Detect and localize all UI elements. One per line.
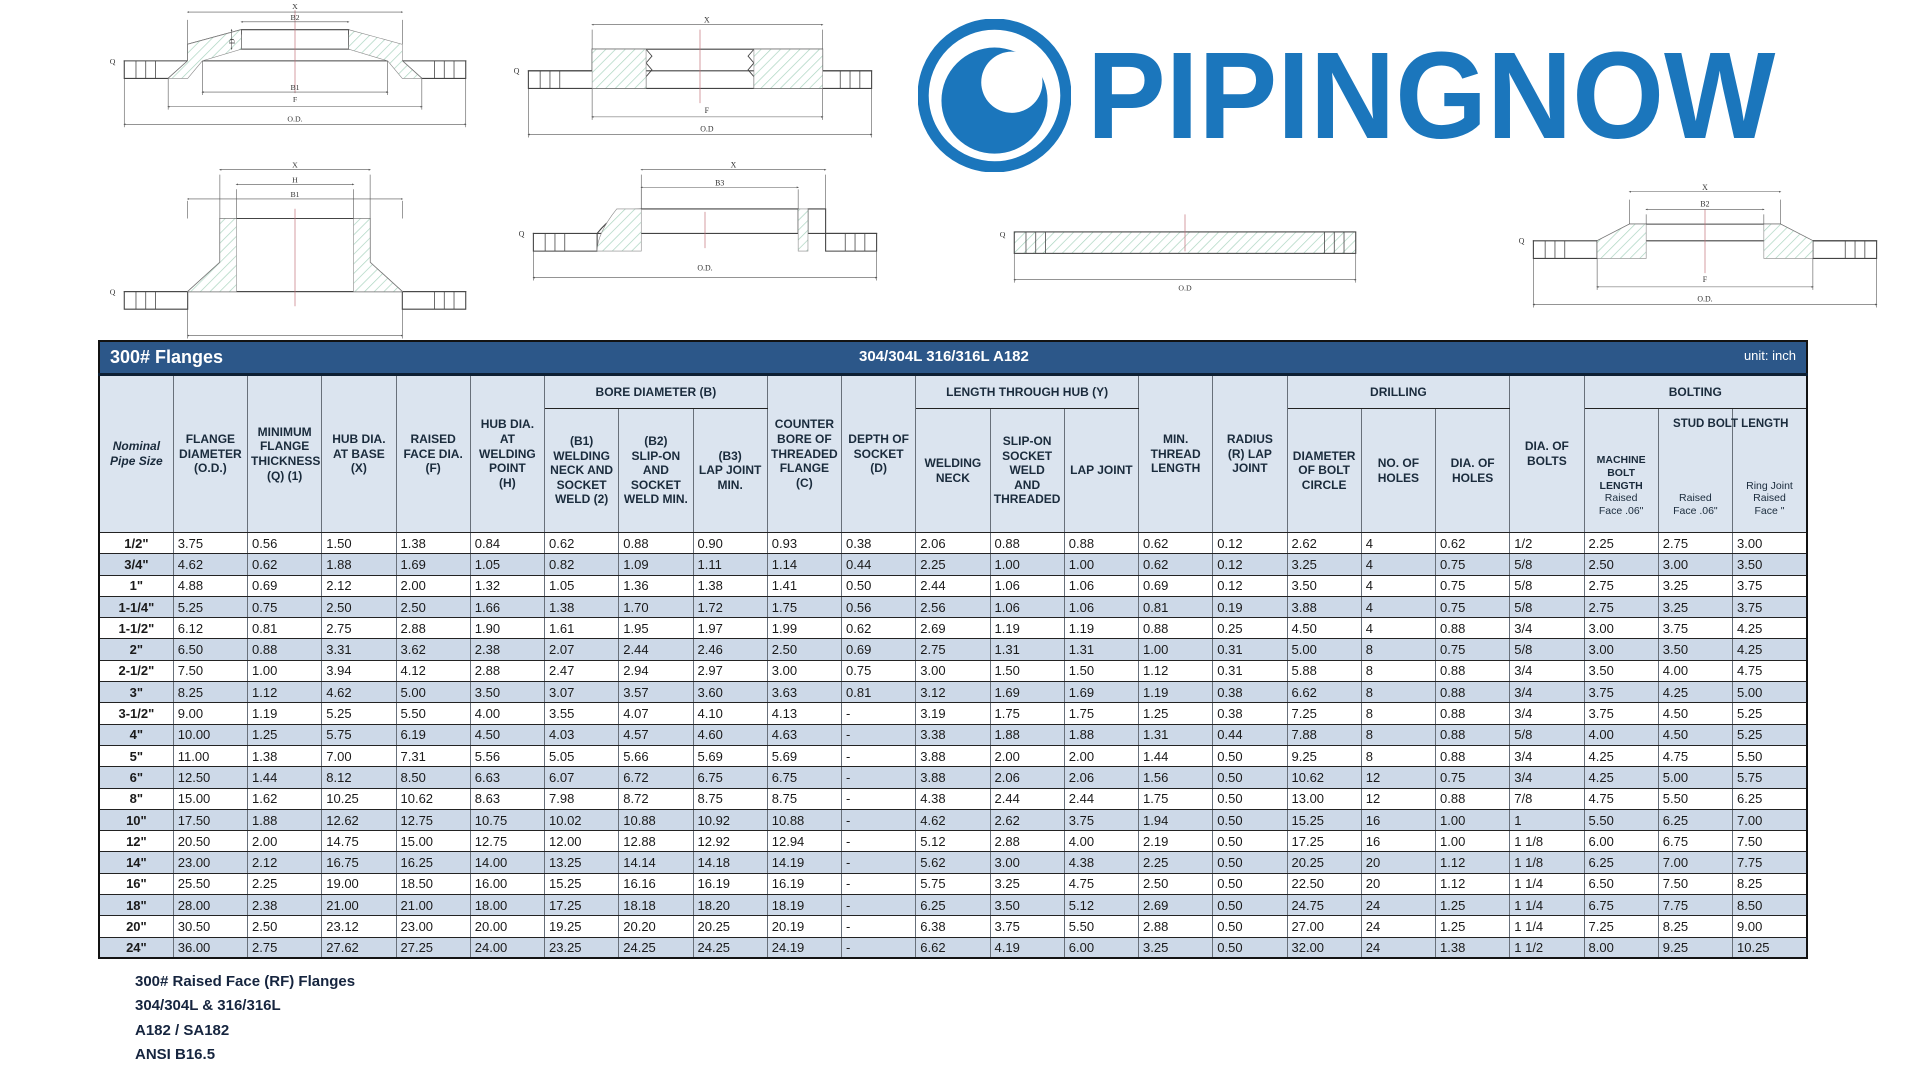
svg-text:B2: B2 (290, 13, 299, 22)
svg-text:B3: B3 (715, 178, 724, 187)
svg-text:Q: Q (519, 229, 525, 238)
svg-text:Q: Q (1519, 237, 1525, 246)
svg-text:O.D: O.D (1178, 283, 1192, 292)
svg-text:Q: Q (110, 57, 116, 66)
svg-text:Q: Q (110, 288, 116, 297)
svg-text:B1: B1 (290, 83, 299, 92)
svg-text:Q: Q (514, 67, 520, 76)
svg-text:H: H (292, 175, 298, 184)
svg-text:X: X (292, 2, 298, 11)
svg-text:D: D (228, 38, 237, 44)
svg-text:F: F (1703, 275, 1708, 284)
svg-text:B2: B2 (1700, 199, 1709, 208)
svg-text:Q: Q (1000, 230, 1006, 239)
svg-text:O.D.: O.D. (697, 264, 712, 273)
svg-text:F: F (705, 106, 710, 115)
svg-text:O.D: O.D (700, 125, 714, 134)
svg-text:B1: B1 (290, 190, 299, 199)
svg-text:X: X (292, 161, 298, 170)
svg-text:X: X (1702, 183, 1708, 192)
svg-text:O.D.: O.D. (1697, 295, 1712, 304)
svg-text:F: F (293, 95, 298, 104)
svg-text:X: X (704, 16, 710, 25)
svg-text:X: X (731, 161, 737, 170)
svg-text:O.D.: O.D. (287, 114, 302, 123)
